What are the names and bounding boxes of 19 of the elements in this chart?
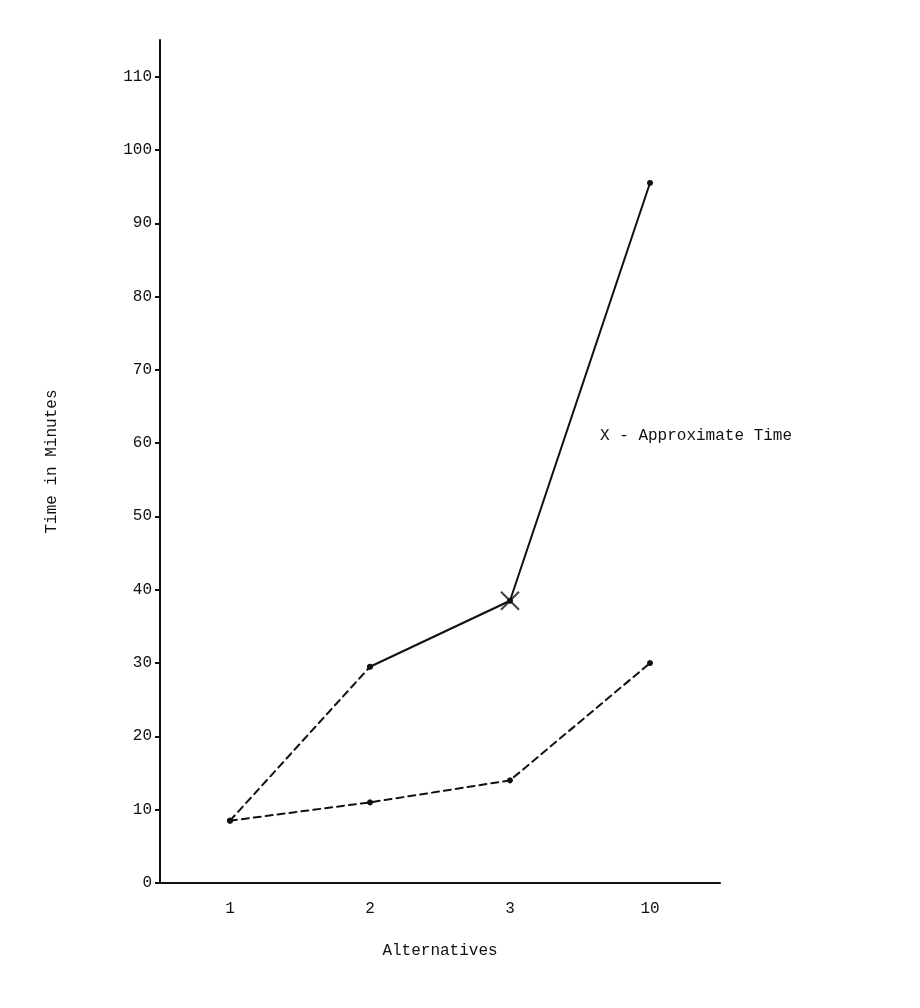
y-tick-label: 20 (132, 727, 152, 746)
y-tick-label: 100 (123, 140, 152, 159)
y-tick-label: 90 (132, 214, 152, 233)
x-tick-label: 10 (640, 900, 660, 918)
annotation: X - Approximate Time (600, 427, 793, 445)
y-tick-label: 80 (132, 287, 152, 306)
x-tick-label: 3 (505, 900, 515, 918)
y-tick-label: 0 (142, 874, 152, 892)
y-axis-title: Time in Minutes (43, 389, 61, 534)
x-tick-label: 2 (365, 900, 375, 918)
y-tick-label: 110 (123, 67, 152, 86)
y-tick-label: 30 (132, 654, 152, 673)
y-tick-label: 40 (132, 580, 152, 599)
x-tick-label: 1 (225, 900, 235, 918)
y-tick-label: 50 (132, 507, 152, 526)
x-axis-title: Alternatives (382, 942, 498, 960)
y-tick-label: 70 (132, 360, 152, 379)
y-tick-label: 10 (132, 800, 152, 819)
y-tick-label: 60 (132, 434, 152, 453)
